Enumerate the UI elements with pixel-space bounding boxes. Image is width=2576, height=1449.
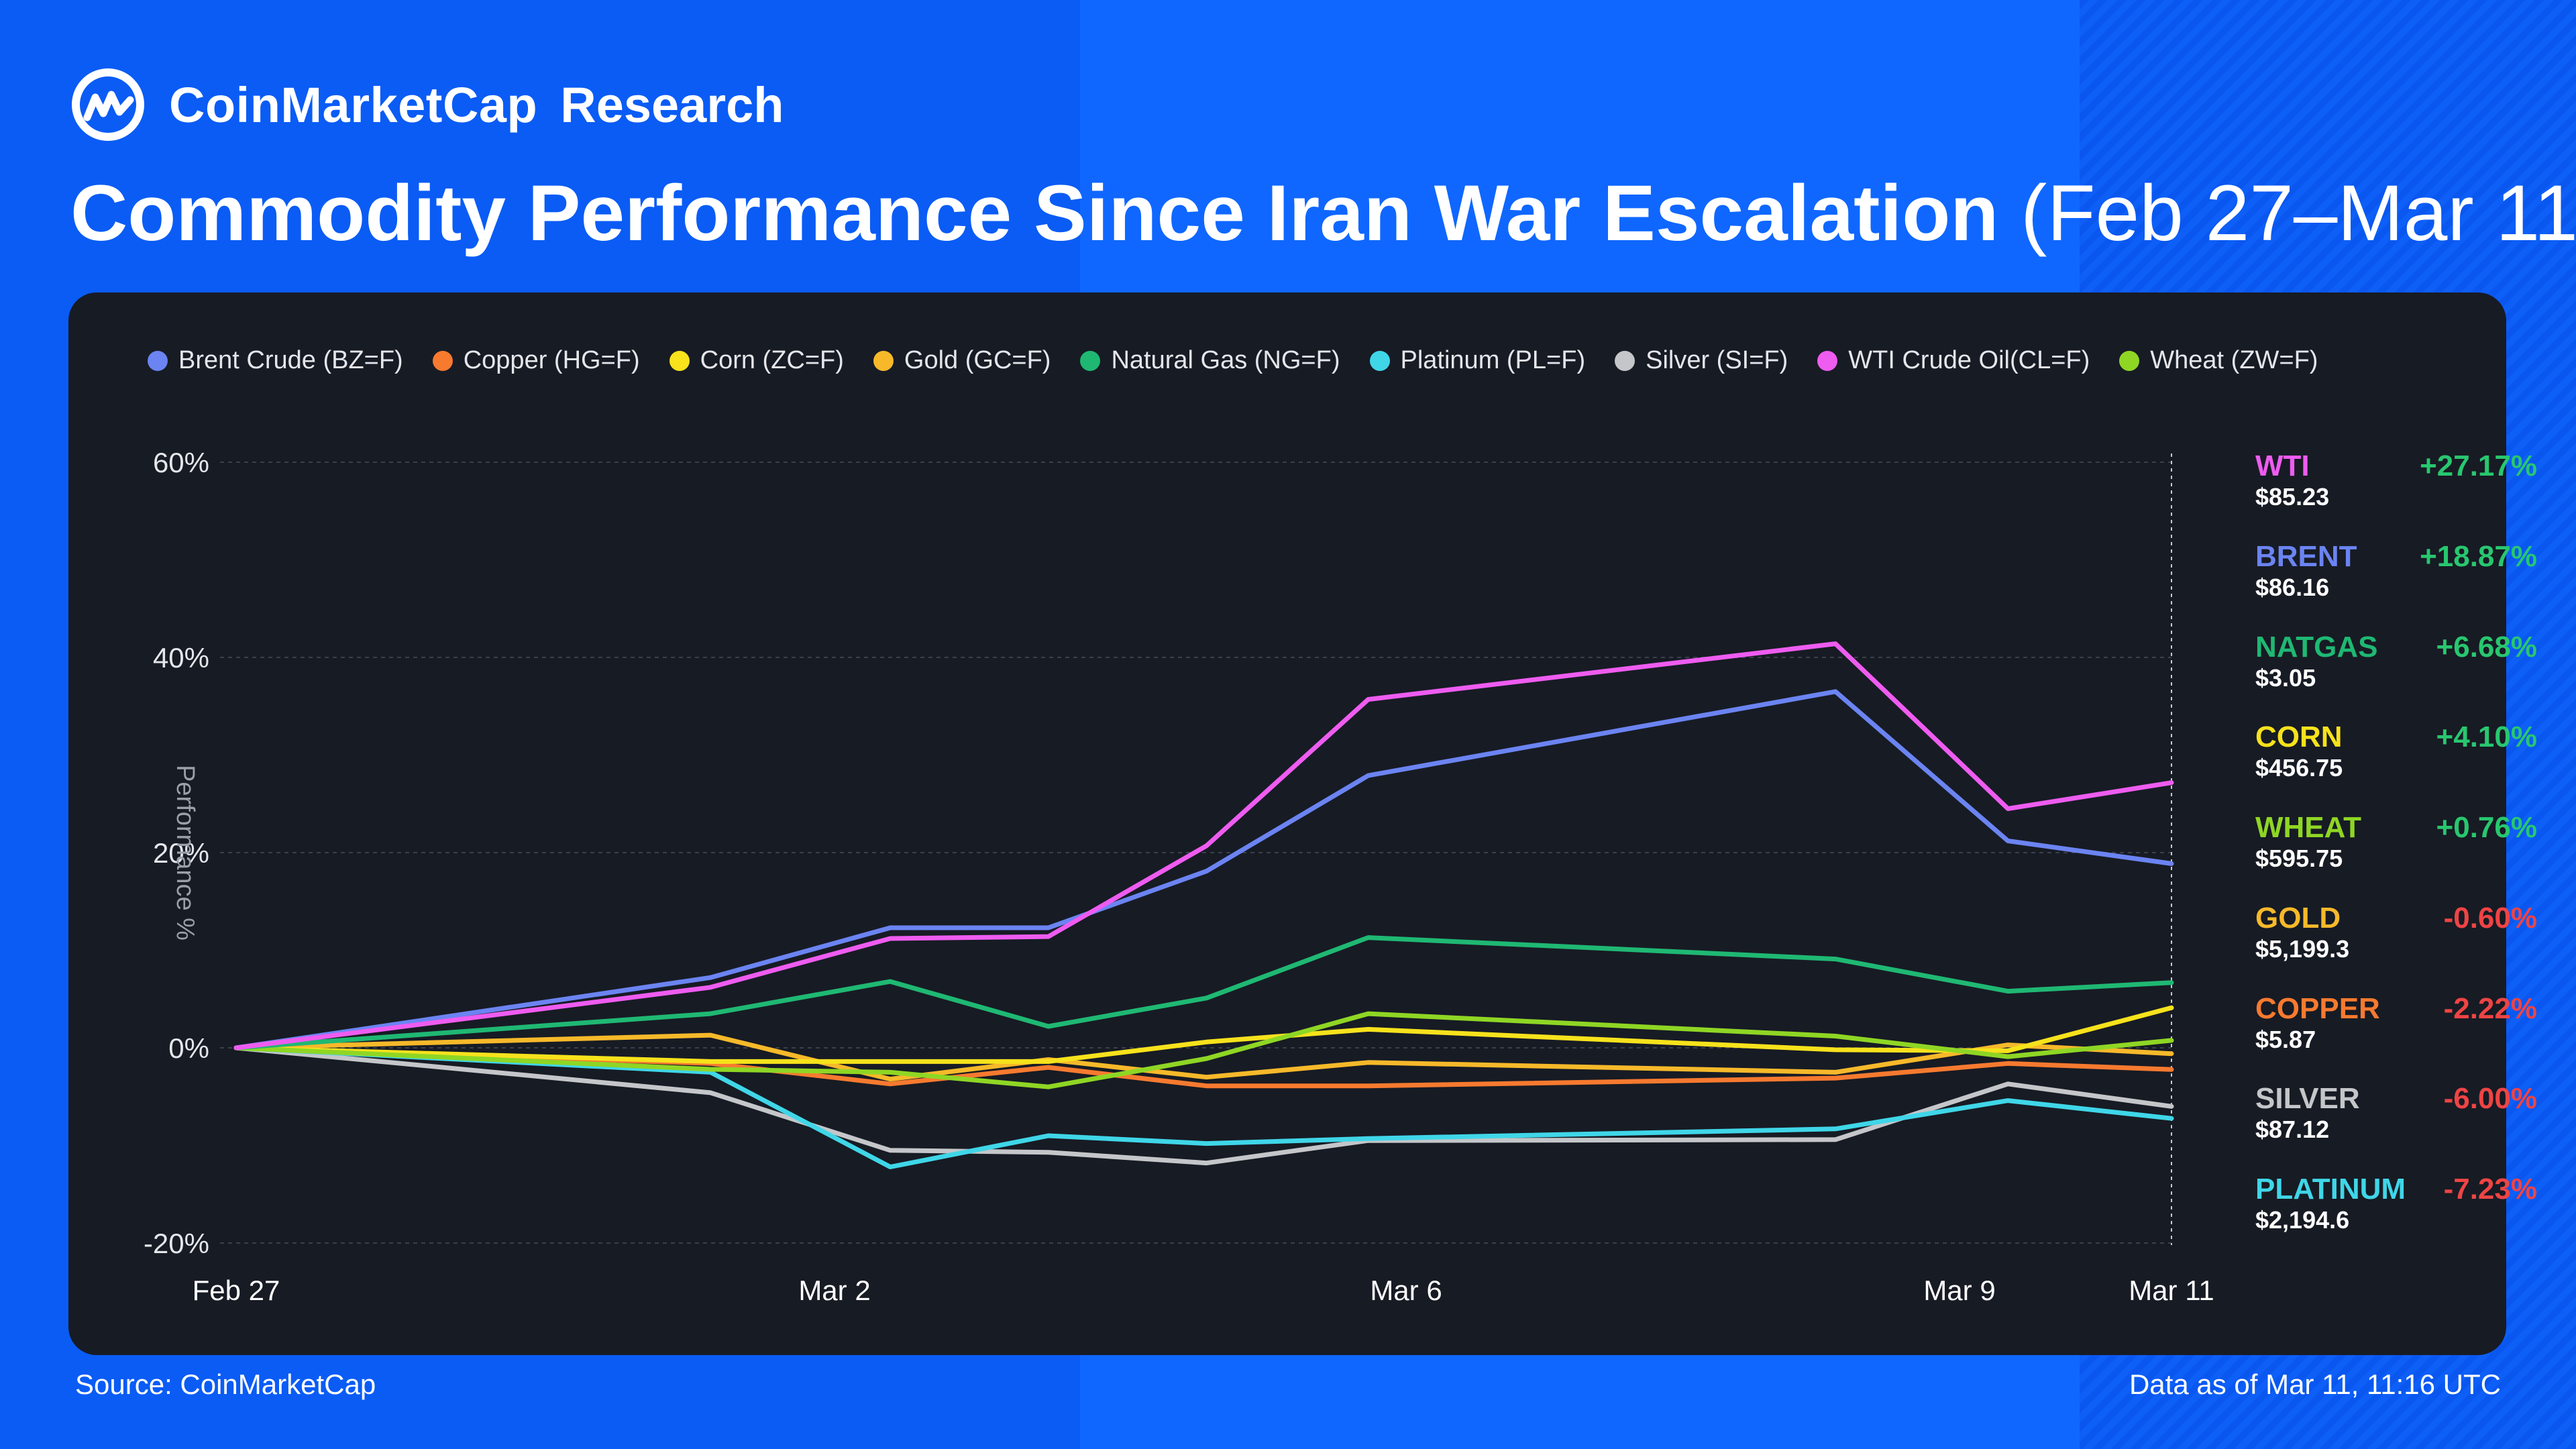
x-tick-label: Mar 9 [1923,1275,1995,1306]
legend-label: Platinum (PL=F) [1400,346,1586,374]
side-label-name: GOLD [2255,902,2341,934]
side-label-change: +4.10% [2436,720,2537,753]
side-label-price: $86.16 [2255,574,2330,601]
coinmarketcap-logo-icon [72,68,144,141]
side-label-brent: BRENT $86.16 +18.87% [2255,540,2537,621]
legend-label: WTI Crude Oil(CL=F) [1848,346,2090,374]
x-tick-label: Mar 2 [798,1275,870,1306]
legend-dot-icon [1615,350,1635,371]
page-title: Commodity Performance Since Iran War Esc… [70,168,2576,259]
side-label-price: $456.75 [2255,754,2343,782]
title-main: Commodity Performance Since Iran War Esc… [70,169,1999,258]
side-label-name: CORN [2255,720,2343,753]
y-tick-label: 60% [153,447,209,478]
side-label-name: WTI [2255,449,2310,482]
side-label-price: $85.23 [2255,483,2330,511]
y-tick-label: -20% [144,1228,209,1259]
series-line-gold [233,1032,2174,1082]
y-tick-label: 40% [153,642,209,674]
brand-name: CoinMarketCap [169,76,538,133]
side-label-change: +6.68% [2436,631,2537,663]
y-tick-label: 0% [168,1032,209,1064]
legend-dot-icon [873,350,894,371]
series-line-corn [233,1005,2174,1064]
legend-dot-icon [2119,350,2140,371]
title-range: (Feb 27–Mar 11) [2021,169,2576,258]
legend-item[interactable]: Copper (HG=F) [432,346,640,375]
side-label-change: +0.76% [2436,811,2537,844]
y-tick-label: 20% [153,837,209,869]
y-axis-label: Performance % [171,765,199,941]
side-label-silver: SILVER $87.12 -6.00% [2255,1082,2537,1163]
legend-item[interactable]: Silver (SI=F) [1615,346,1788,375]
side-label-price: $5.87 [2255,1026,2316,1053]
brand-sub: Research [560,76,784,133]
legend-label: Copper (HG=F) [463,346,640,374]
side-label-price: $5,199.3 [2255,935,2350,963]
series-line-natgas [233,935,2174,1051]
side-label-name: PLATINUM [2255,1173,2406,1205]
side-label-platinum: PLATINUM $2,194.6 -7.23% [2255,1173,2537,1253]
legend-item[interactable]: WTI Crude Oil(CL=F) [1817,346,2090,375]
series-line-wheat [233,1011,2174,1089]
side-label-wti: WTI $85.23 +27.17% [2255,449,2537,530]
legend-item[interactable]: Natural Gas (NG=F) [1080,346,1340,375]
side-label-change: -7.23% [2443,1173,2537,1205]
side-label-wheat: WHEAT $595.75 +0.76% [2255,811,2537,892]
legend-item[interactable]: Gold (GC=F) [873,346,1051,375]
legend-label: Natural Gas (NG=F) [1111,346,1340,374]
side-label-change: +27.17% [2420,449,2537,482]
legend-item[interactable]: Platinum (PL=F) [1369,346,1586,375]
side-label-gold: GOLD $5,199.3 -0.60% [2255,902,2537,982]
legend-dot-icon [148,350,168,371]
legend-dot-icon [1080,350,1101,371]
legend-label: Wheat (ZW=F) [2150,346,2318,374]
legend-item[interactable]: Corn (ZC=F) [669,346,844,375]
legend-dot-icon [432,350,453,371]
chart-card: Brent Crude (BZ=F) Copper (HG=F) Corn (ZC=… [68,292,2537,1355]
side-label-change: -2.22% [2443,992,2537,1025]
legend-dot-icon [1817,350,1838,371]
side-label-price: $2,194.6 [2255,1206,2350,1234]
brand-header: CoinMarketCap Research [68,64,784,145]
side-label-name: WHEAT [2255,811,2362,844]
side-label-change: -6.00% [2443,1082,2537,1115]
side-label-natgas: NATGAS $3.05 +6.68% [2255,631,2537,711]
series-line-platinum [233,1045,2174,1169]
side-label-price: $87.12 [2255,1116,2330,1143]
timestamp-text: Data as of Mar 11, 11:16 UTC [2129,1368,2501,1400]
series-line-wti [233,641,2174,1051]
legend-label: Corn (ZC=F) [700,346,844,374]
legend-dot-icon [1369,350,1390,371]
side-label-corn: CORN $456.75 +4.10% [2255,720,2537,801]
side-label-name: SILVER [2255,1082,2360,1115]
side-label-price: $3.05 [2255,664,2316,692]
series-line-brent [233,689,2174,1051]
side-label-change: +18.87% [2420,540,2537,573]
legend-item[interactable]: Wheat (ZW=F) [2119,346,2318,375]
series-line-silver [233,1045,2174,1166]
chart-legend: Brent Crude (BZ=F) Copper (HG=F) Corn (ZC=… [148,346,2347,375]
legend-dot-icon [669,350,690,371]
line-chart: 60% 40% 20% 0% -20% Performance % Feb 27 Mar 2 M… [144,447,2214,1306]
legend-label: Gold (GC=F) [904,346,1051,374]
side-label-copper: COPPER $5.87 -2.22% [2255,992,2537,1073]
legend-item[interactable]: Brent Crude (BZ=F) [148,346,403,375]
side-label-change: -0.60% [2443,902,2537,934]
source-text: Source: CoinMarketCap [75,1368,376,1400]
side-label-price: $595.75 [2255,845,2343,872]
legend-label: Brent Crude (BZ=F) [178,346,403,374]
x-tick-label: Mar 6 [1370,1275,1442,1306]
legend-label: Silver (SI=F) [1646,346,1788,374]
x-tick-label: Mar 11 [2129,1275,2214,1306]
side-label-name: NATGAS [2255,631,2378,663]
side-label-name: COPPER [2255,992,2380,1025]
side-label-name: BRENT [2255,540,2357,573]
x-tick-label: Feb 27 [193,1275,280,1306]
